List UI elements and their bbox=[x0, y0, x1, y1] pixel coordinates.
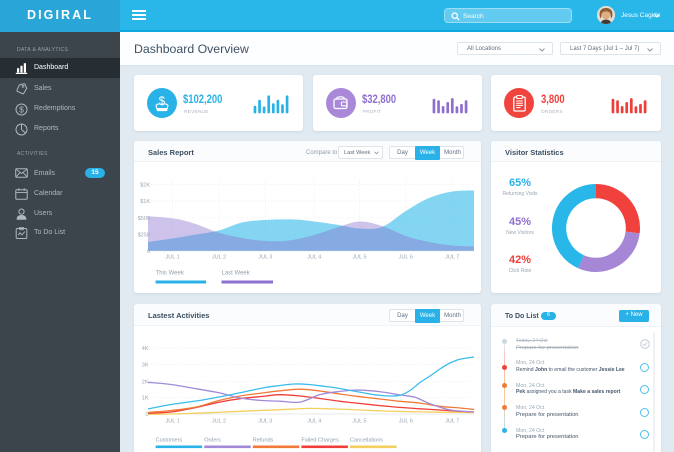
svg-text:Orders: Orders bbox=[204, 438, 221, 444]
svg-text:$: $ bbox=[159, 96, 166, 108]
svg-text:JUL 1: JUL 1 bbox=[166, 419, 180, 425]
svg-text:JUL 4: JUL 4 bbox=[307, 255, 321, 261]
svg-text:JUL 5: JUL 5 bbox=[352, 255, 366, 261]
svg-text:JUL 7: JUL 7 bbox=[445, 419, 459, 425]
svg-text:4K: 4K bbox=[142, 346, 149, 352]
svg-text:Customers: Customers bbox=[156, 438, 183, 444]
svg-text:$500: $500 bbox=[138, 216, 150, 222]
svg-text:JUL 4: JUL 4 bbox=[307, 419, 321, 425]
svg-text:3K: 3K bbox=[142, 363, 149, 369]
svg-text:0: 0 bbox=[145, 412, 148, 418]
svg-text:1K: 1K bbox=[142, 396, 149, 402]
svg-text:$2K: $2K bbox=[140, 182, 150, 188]
svg-text:2K: 2K bbox=[142, 380, 149, 386]
svg-text:$250: $250 bbox=[138, 232, 150, 238]
svg-text:JUL 1: JUL 1 bbox=[166, 255, 180, 261]
svg-text:$: $ bbox=[19, 105, 24, 115]
svg-text:JUL 5: JUL 5 bbox=[352, 419, 366, 425]
svg-text:$1K: $1K bbox=[140, 199, 150, 205]
svg-text:JUL 7: JUL 7 bbox=[445, 255, 459, 261]
svg-text:JUL 6: JUL 6 bbox=[399, 255, 413, 261]
svg-text:Cancellations: Cancellations bbox=[350, 438, 383, 444]
svg-text:JUL 3: JUL 3 bbox=[258, 419, 272, 425]
svg-text:JUL 2: JUL 2 bbox=[212, 255, 226, 261]
svg-text:This Week: This Week bbox=[156, 271, 185, 277]
svg-text:JUL 3: JUL 3 bbox=[258, 255, 272, 261]
svg-text:Last Week: Last Week bbox=[222, 271, 251, 277]
svg-text:Failed Charges: Failed Charges bbox=[301, 438, 339, 444]
svg-text:Refunds: Refunds bbox=[253, 438, 274, 444]
svg-text:JUL 2: JUL 2 bbox=[212, 419, 226, 425]
svg-text:JUL 6: JUL 6 bbox=[399, 419, 413, 425]
svg-text:0: 0 bbox=[147, 249, 150, 255]
